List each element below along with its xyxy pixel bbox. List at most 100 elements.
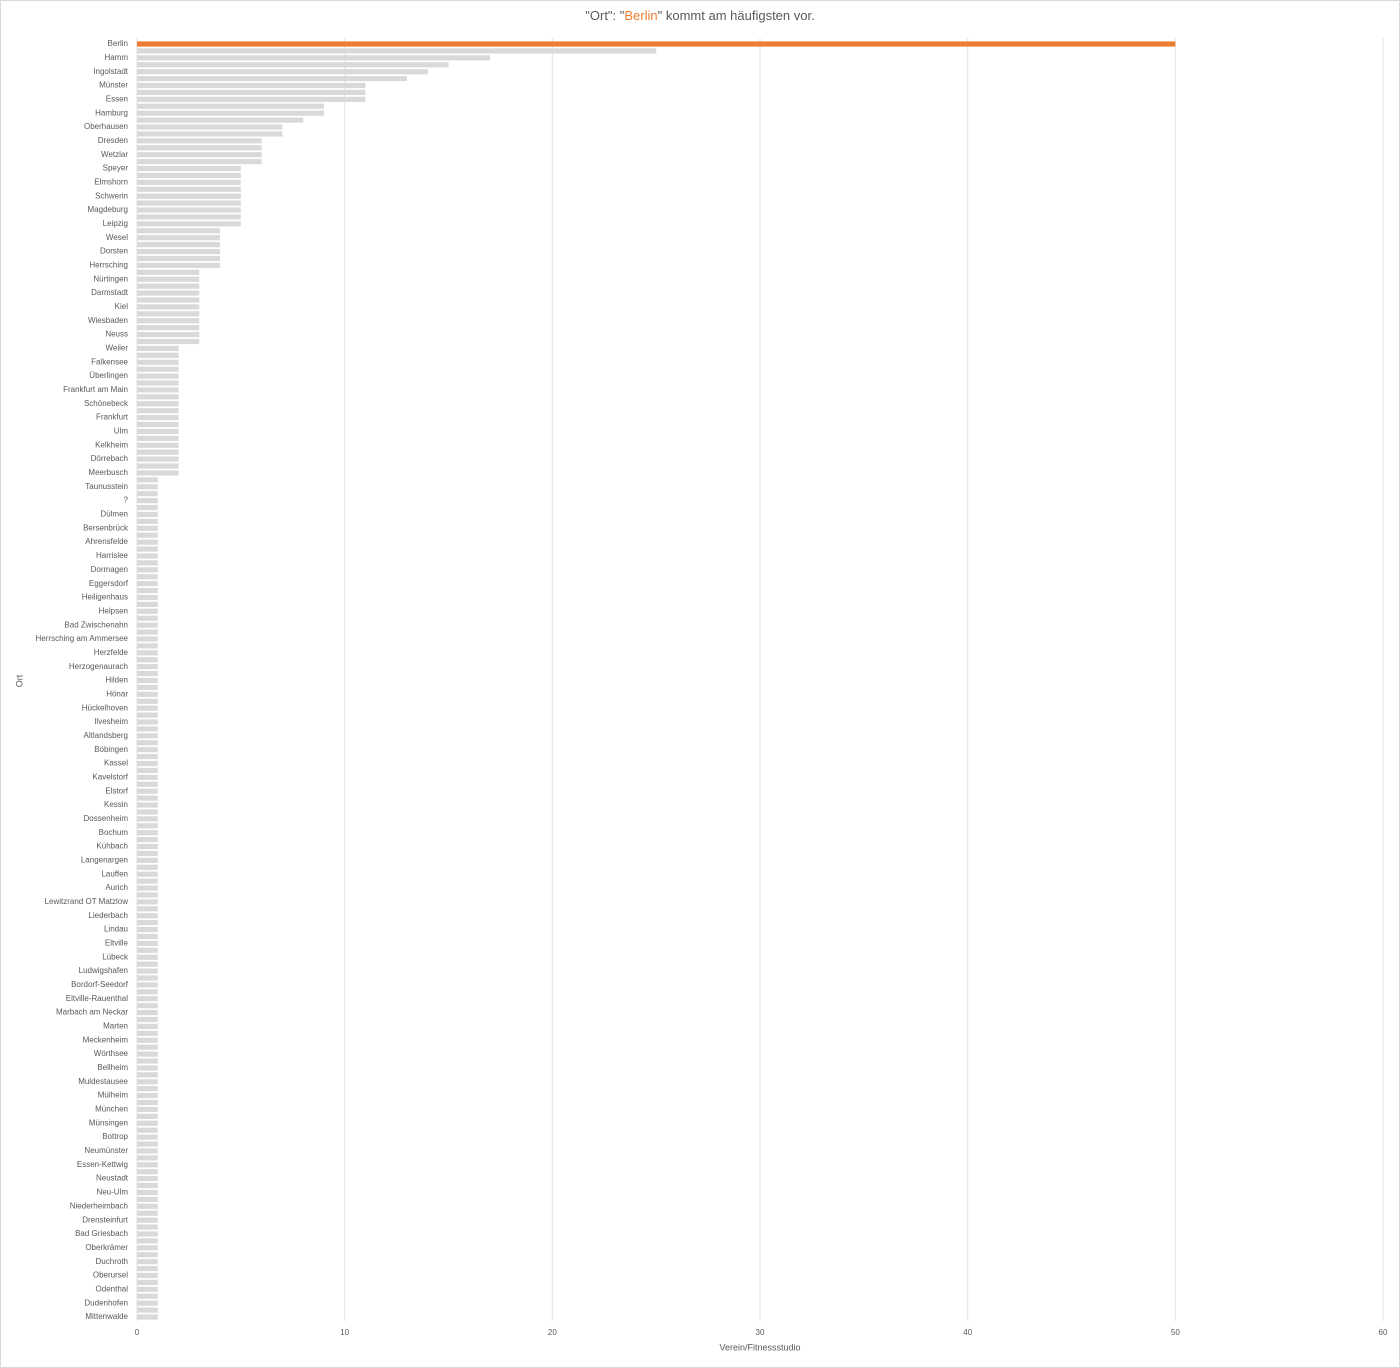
y-tick-label: Wiesbaden [88,316,128,325]
bar [137,359,179,365]
y-tick-label: Herrsching am Ammersee [36,634,129,643]
bar [137,1231,158,1237]
bar [137,1314,158,1320]
y-tick-label: Bottrop [102,1132,128,1141]
bar [137,532,158,538]
y-tick-label: Münsingen [89,1118,128,1127]
bar [137,1051,158,1057]
y-tick-label: Ahrensfelde [85,537,128,546]
bar [137,1203,158,1209]
bar [137,380,179,386]
y-tick-label: Liederbach [88,911,128,920]
bar [137,1265,158,1272]
bar [137,726,158,732]
bar [137,754,158,760]
y-tick-label: Herzfelde [94,648,129,657]
bar [137,318,200,324]
bar [137,899,158,905]
bar [137,1217,158,1223]
y-tick-label: Kassel [104,759,128,768]
bar [137,325,200,331]
x-tick-label: 10 [340,1328,349,1337]
bar [137,491,158,497]
bar [137,705,158,711]
bar [137,1182,158,1189]
bar [137,242,221,248]
bar [137,435,179,441]
bar [137,1259,158,1265]
y-tick-label: Ilvesheim [94,717,128,726]
bar [137,982,158,988]
bar [137,975,158,981]
bar [137,228,221,234]
bar [137,594,158,601]
bar [137,152,262,158]
bar [137,124,283,130]
bar [137,781,158,787]
bar [137,1148,158,1154]
bar [137,1272,158,1279]
bar [137,463,179,469]
y-tick-label: Ludwigshafen [79,966,128,975]
y-tick-label: Lauffen [101,869,128,878]
bar [137,221,241,227]
y-tick-label: Hamburg [95,108,128,117]
bar [137,843,158,850]
bar [137,989,158,995]
bar [137,304,200,310]
bar [137,574,158,580]
bar [137,1162,158,1168]
bar [137,290,200,296]
x-tick-label: 60 [1379,1328,1388,1337]
y-tick-label: Schwerin [95,191,128,200]
bar [137,1106,158,1113]
y-tick-label: Neustadt [96,1174,129,1183]
bar [137,1286,158,1292]
bar [137,470,179,476]
bar [137,373,179,379]
bar [137,428,179,435]
bar [137,1300,158,1306]
bar [137,885,158,891]
bar [137,172,241,179]
bar [137,48,657,54]
y-tick-label: Eltville [105,939,129,948]
y-tick-label: Langenargen [81,855,128,864]
bar [137,498,158,504]
bar [137,138,262,144]
y-tick-label: Dörrebach [91,454,128,463]
bar [137,1224,158,1230]
y-tick-label: Kiel [115,302,129,311]
y-tick-label: Neumünster [84,1146,128,1155]
bar [137,504,158,511]
y-tick-label: Dresden [98,136,128,145]
y-tick-label: Kavelstorf [92,772,128,781]
x-axis-label: Verein/Fitnessstudio [719,1342,800,1352]
bar [137,1252,158,1258]
bar [137,449,179,455]
bar [137,567,158,573]
bar [137,1065,158,1071]
bar [137,657,158,663]
bar [137,401,179,407]
bar [137,1127,158,1133]
bar [137,477,158,483]
y-tick-label: Überlingen [89,371,128,380]
bar [137,1093,158,1099]
y-tick-label: Speyer [103,164,129,173]
y-tick-label: Herrsching [89,261,128,270]
bar [137,276,200,282]
bar [137,159,262,165]
bar [137,297,200,303]
bar [137,200,241,206]
y-tick-label: Aurich [105,883,128,892]
bar [137,283,200,289]
bar [137,996,158,1002]
y-tick-label: Eltville-Rauenthal [66,994,128,1003]
bar [137,947,158,953]
bar [137,857,158,863]
y-tick-label: Magdeburg [88,205,128,214]
y-tick-label: Dormagen [91,565,128,574]
